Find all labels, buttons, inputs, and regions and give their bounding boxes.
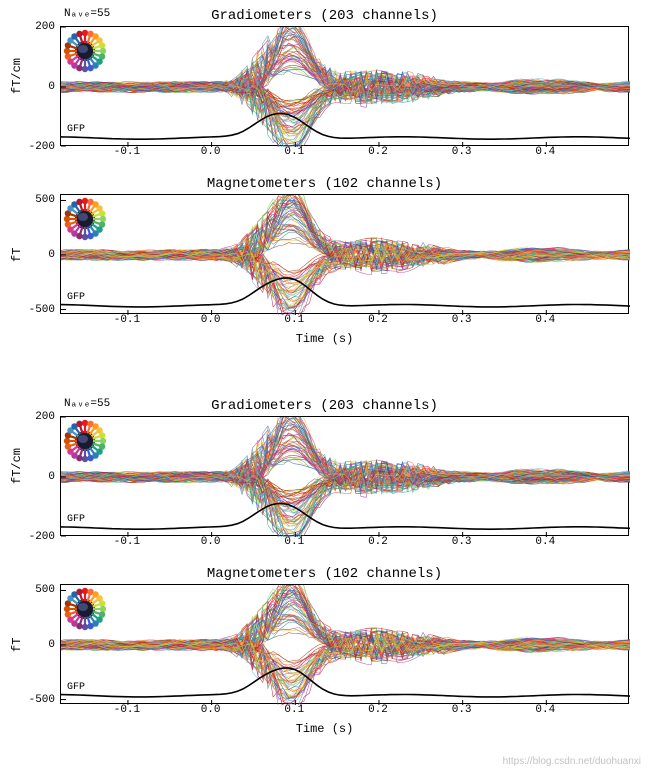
grad-ytick: 0 [48, 471, 61, 483]
grad-ytick: -200 [29, 141, 61, 153]
grad-xtick: 0.1 [284, 146, 304, 158]
mag-xtick: 0.4 [535, 314, 555, 326]
mag-ytick: 500 [35, 584, 61, 596]
figure-1: fT/cmNₐᵥₑ=55Gradiometers (203 channels)-… [0, 398, 649, 736]
grad-xtick: 0.0 [201, 536, 221, 548]
grad-ylabel: fT/cm [10, 58, 24, 94]
mag-xtick: 0.4 [535, 704, 555, 716]
mag-xtick: 0.0 [201, 704, 221, 716]
grad-xtick: 0.4 [535, 146, 555, 158]
mag-panel: -5000500GFP [60, 194, 629, 314]
mag-ytick: -500 [29, 694, 61, 706]
mag-plot-svg [61, 585, 630, 705]
grad-ylabel: fT/cm [10, 448, 24, 484]
grad-xtick: 0.3 [452, 146, 472, 158]
grad-panel: -2000200GFP [60, 26, 629, 146]
mag-title: Magnetometers (102 channels) [0, 176, 649, 192]
mag-ytick: 0 [48, 639, 61, 651]
mag-plot-svg [61, 195, 630, 315]
nave-label: Nₐᵥₑ=55 [64, 8, 110, 20]
mag-gfp-label: GFP [67, 682, 85, 693]
grad-xtick: 0.2 [368, 536, 388, 548]
xaxis-label: Time (s) [0, 332, 649, 346]
watermark-text: https://blog.csdn.net/duohuanxi [503, 756, 641, 767]
figure-0: fT/cmNₐᵥₑ=55Gradiometers (203 channels)-… [0, 8, 649, 346]
grad-gfp-label: GFP [67, 514, 85, 525]
mag-xtick: 0.2 [368, 704, 388, 716]
grad-xtick: -0.1 [114, 536, 140, 548]
mag-ylabel: fT [10, 638, 24, 652]
xaxis-label: Time (s) [0, 722, 649, 736]
mag-gfp-label: GFP [67, 292, 85, 303]
grad-xtick: 0.4 [535, 536, 555, 548]
mag-ylabel: fT [10, 248, 24, 262]
grad-gfp-label: GFP [67, 124, 85, 135]
mag-panel: -5000500GFP [60, 584, 629, 704]
mag-xtick: 0.3 [452, 704, 472, 716]
mag-xtick: 0.1 [284, 314, 304, 326]
grad-ytick: 200 [35, 21, 61, 33]
grad-plot-svg [61, 417, 630, 537]
mag-xtick: 0.2 [368, 314, 388, 326]
mag-title: Magnetometers (102 channels) [0, 566, 649, 582]
grad-xtick: 0.2 [368, 146, 388, 158]
mag-xtick: 0.0 [201, 314, 221, 326]
grad-ytick: 0 [48, 81, 61, 93]
grad-xtick: 0.1 [284, 536, 304, 548]
grad-panel: -2000200GFP [60, 416, 629, 536]
mag-xtick: -0.1 [114, 314, 140, 326]
grad-plot-svg [61, 27, 630, 147]
grad-ytick: -200 [29, 531, 61, 543]
grad-ytick: 200 [35, 411, 61, 423]
grad-sensor-hue-badge [63, 419, 107, 463]
mag-ytick: 0 [48, 249, 61, 261]
grad-xtick: 0.0 [201, 146, 221, 158]
mag-sensor-hue-badge [63, 197, 107, 241]
mag-xtick: 0.3 [452, 314, 472, 326]
nave-label: Nₐᵥₑ=55 [64, 398, 110, 410]
mag-sensor-hue-badge [63, 587, 107, 631]
mag-ytick: 500 [35, 194, 61, 206]
mag-ytick: -500 [29, 304, 61, 316]
grad-sensor-hue-badge [63, 29, 107, 73]
grad-xtick: 0.3 [452, 536, 472, 548]
mag-xtick: 0.1 [284, 704, 304, 716]
grad-xtick: -0.1 [114, 146, 140, 158]
mag-xtick: -0.1 [114, 704, 140, 716]
